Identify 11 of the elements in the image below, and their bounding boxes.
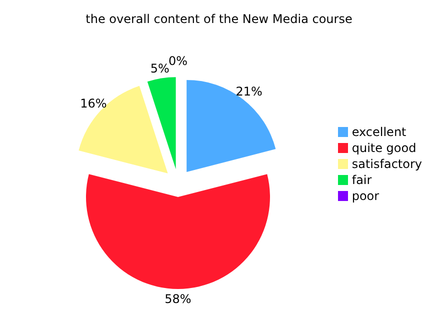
data-label: 58% — [164, 292, 192, 306]
chart-title: the overall content of the New Media course — [84, 12, 354, 26]
data-label: 21% — [236, 84, 262, 98]
legend-label: fair — [352, 172, 372, 188]
legend-label: poor — [352, 188, 380, 204]
data-label: 16% — [80, 96, 107, 111]
data-label: 5% — [150, 61, 170, 76]
legend-label: quite good — [352, 140, 416, 156]
text: 0% — [168, 54, 188, 68]
legend-label: excellent — [352, 124, 406, 140]
legend-label: satisfactory — [352, 156, 422, 172]
